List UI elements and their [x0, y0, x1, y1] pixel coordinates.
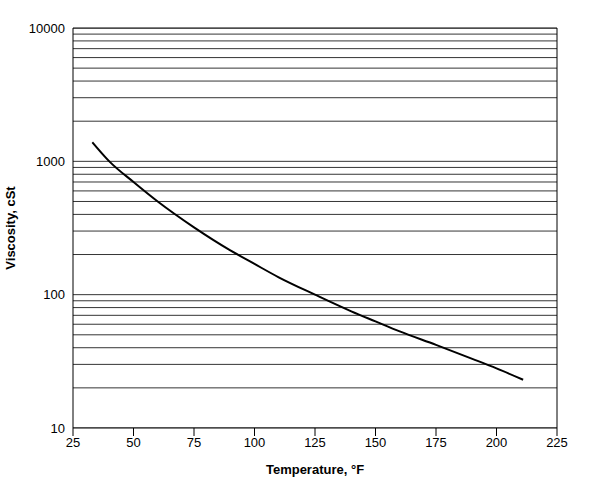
svg-text:75: 75: [187, 435, 201, 450]
svg-text:175: 175: [425, 435, 447, 450]
svg-text:50: 50: [126, 435, 140, 450]
svg-text:100: 100: [244, 435, 266, 450]
svg-text:Viscosity, cSt: Viscosity, cSt: [8, 186, 18, 270]
svg-text:125: 125: [304, 435, 326, 450]
svg-text:10000: 10000: [29, 21, 65, 36]
svg-text:200: 200: [486, 435, 508, 450]
svg-text:100: 100: [43, 287, 65, 302]
svg-text:225: 225: [546, 435, 568, 450]
svg-text:1000: 1000: [36, 154, 65, 169]
svg-text:Temperature, °F: Temperature, °F: [266, 462, 364, 477]
svg-text:150: 150: [365, 435, 387, 450]
svg-text:10: 10: [51, 421, 65, 436]
svg-text:25: 25: [66, 435, 80, 450]
